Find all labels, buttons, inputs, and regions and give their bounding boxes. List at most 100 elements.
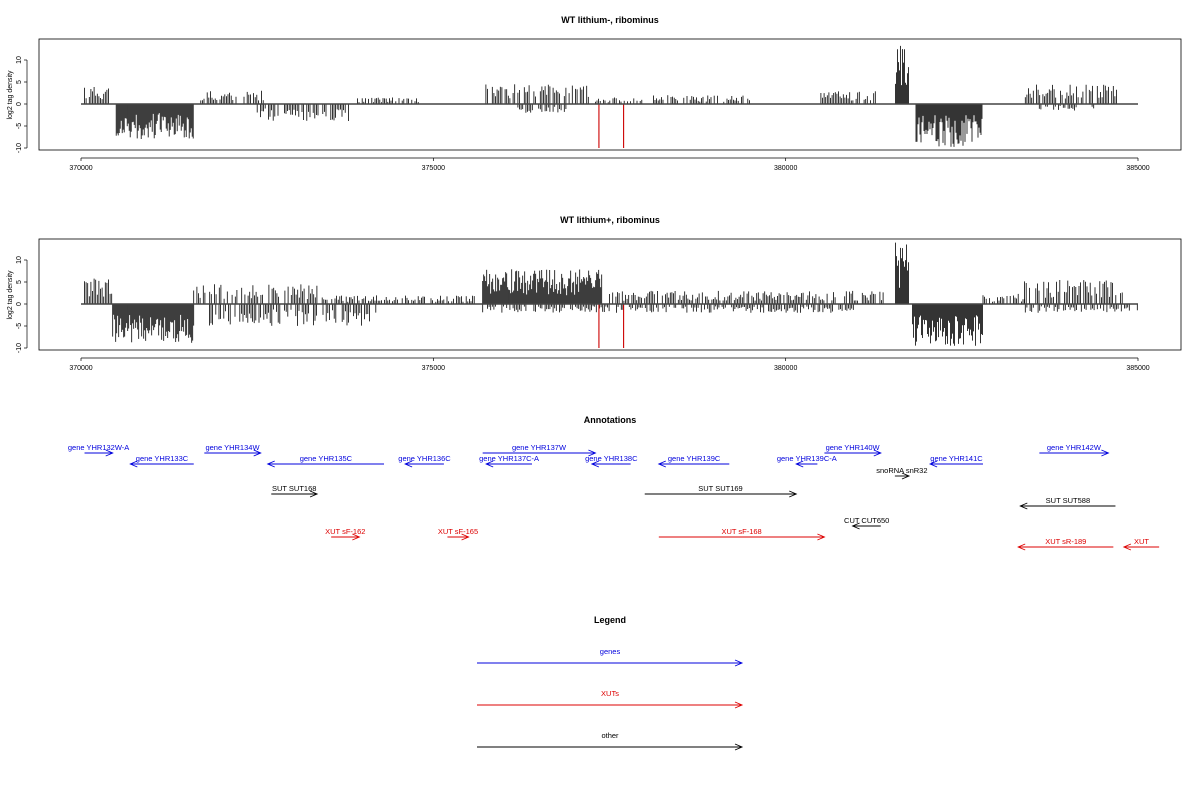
x-tick-label: 385000 <box>1126 365 1149 372</box>
feature-arrow-head <box>253 449 262 457</box>
legend-arrow-head <box>734 701 744 709</box>
annotation-feature: gene YHR139C-A <box>777 454 837 468</box>
plot-frame <box>38 238 1182 351</box>
feature-label: SUT SUT588 <box>1046 496 1090 505</box>
annotation-feature: gene YHR137W <box>482 443 597 457</box>
x-tick-label: 370000 <box>69 365 92 372</box>
feature-label: XUT sF-168 <box>721 527 761 536</box>
annotation-feature: gene YHR138C <box>585 454 638 468</box>
annotation-feature: gene YHR139C <box>657 454 730 468</box>
x-tick-label: 385000 <box>1126 165 1149 172</box>
annotation-feature: XUT sF-162 <box>325 527 365 541</box>
legend-label: genes <box>600 647 621 656</box>
y-tick-label: 0 <box>16 302 23 306</box>
legend-item: XUTs <box>477 689 744 709</box>
legend-item: genes <box>477 647 744 667</box>
feature-label: gene YHR142W <box>1047 443 1102 452</box>
annotation-feature: SUT SUT169 <box>644 484 798 498</box>
y-axis-label: log2 tag density <box>7 270 14 320</box>
feature-label: gene YHR138C <box>585 454 638 463</box>
feature-arrow-head <box>105 449 114 457</box>
feature-arrow-head <box>590 460 600 468</box>
track-panel-lithium-plus: WT lithium+, ribominus log2 tag density … <box>7 215 1182 372</box>
legend-item: other <box>477 731 744 751</box>
highlight-bars <box>598 104 625 148</box>
feature-label: gene YHR134W <box>205 443 260 452</box>
x-tick-label: 370000 <box>69 165 92 172</box>
feature-label: SUT SUT168 <box>272 484 316 493</box>
legend-items: genes XUTs other <box>477 647 744 751</box>
track-panel-lithium-minus: WT lithium-, ribominus log2 tag density … <box>7 15 1182 172</box>
feature-label: gene YHR136C <box>398 454 451 463</box>
signal-bars <box>84 45 1117 147</box>
x-tick-label: 380000 <box>774 165 797 172</box>
y-tick-label: -5 <box>16 123 23 129</box>
feature-arrow-head <box>309 490 319 498</box>
annotation-feature: SUT SUT588 <box>1019 496 1116 510</box>
feature-label: XUT sF-165 <box>438 527 478 536</box>
panel-title: WT lithium-, ribominus <box>561 15 659 25</box>
y-tick-label: -10 <box>16 343 23 353</box>
feature-arrow-head <box>461 533 470 541</box>
feature-arrow-head <box>352 533 361 541</box>
annotation-feature: XUT sF-165 <box>438 527 478 541</box>
annotation-feature: gene YHR132W-A <box>68 443 129 457</box>
annotations-title: Annotations <box>584 415 637 425</box>
feature-arrow-head <box>789 490 798 498</box>
plot-frame <box>38 38 1182 151</box>
x-axis: 370000 375000 380000 385000 <box>69 157 1150 172</box>
feature-label: snoRNA snR32 <box>876 466 927 475</box>
feature-label: SUT SUT169 <box>698 484 742 493</box>
feature-label: gene YHR141C <box>930 454 983 463</box>
feature-label: gene YHR140W <box>826 443 881 452</box>
feature-label: CUT CUT650 <box>844 516 889 525</box>
feature-arrow-head <box>1122 543 1132 551</box>
feature-arrow-head <box>485 460 494 468</box>
annotation-features: gene YHR132W-A gene YHR133C gene YHR134W ge… <box>68 443 1160 551</box>
annotation-feature: gene YHR134W <box>204 443 262 457</box>
x-tick-label: 375000 <box>422 165 445 172</box>
feature-arrow-head <box>1101 449 1110 457</box>
y-tick-label: 10 <box>16 256 23 264</box>
feature-arrow-head <box>266 460 275 468</box>
y-tick-label: 5 <box>16 80 23 84</box>
feature-label: XUT sR-189 <box>1045 537 1086 546</box>
annotation-feature: CUT CUT650 <box>844 516 889 530</box>
feature-arrow-head <box>795 460 804 468</box>
annotation-feature: snoRNA snR32 <box>876 466 928 480</box>
feature-arrow-head <box>873 449 882 457</box>
feature-arrow-head <box>129 460 138 468</box>
highlight-bars <box>598 304 625 348</box>
x-axis: 370000 375000 380000 385000 <box>69 357 1150 372</box>
feature-label: gene YHR137W <box>512 443 567 452</box>
feature-label: gene YHR137C-A <box>479 454 539 463</box>
feature-arrow-head <box>928 460 938 468</box>
feature-label: gene YHR139C-A <box>777 454 837 463</box>
legend: Legend genes XUTs other <box>477 615 744 751</box>
y-tick-label: -10 <box>16 143 23 153</box>
annotation-feature: gene YHR135C <box>266 454 385 468</box>
feature-arrow-head <box>657 460 667 468</box>
feature-label: gene YHR139C <box>668 454 721 463</box>
annotation-feature: SUT SUT168 <box>271 484 319 498</box>
annotation-feature: gene YHR142W <box>1039 443 1110 457</box>
legend-arrow-head <box>734 659 744 667</box>
y-axis: -10 -5 0 5 10 <box>16 56 28 153</box>
annotation-feature: XUT sF-168 <box>658 527 826 541</box>
feature-arrow-head <box>851 522 860 530</box>
feature-label: gene YHR133C <box>136 454 189 463</box>
legend-label: other <box>601 731 619 740</box>
legend-arrow-head <box>734 743 744 751</box>
panel-title: WT lithium+, ribominus <box>560 215 660 225</box>
annotation-feature: XUT <box>1122 537 1160 551</box>
x-tick-label: 375000 <box>422 365 445 372</box>
feature-arrow-head <box>588 449 597 457</box>
annotation-feature: XUT sR-189 <box>1017 537 1114 551</box>
feature-arrow-head <box>1017 543 1026 551</box>
feature-label: XUT <box>1134 537 1149 546</box>
legend-title: Legend <box>594 615 626 625</box>
feature-arrow-head <box>1019 502 1028 510</box>
annotation-feature: gene YHR136C <box>398 454 451 468</box>
